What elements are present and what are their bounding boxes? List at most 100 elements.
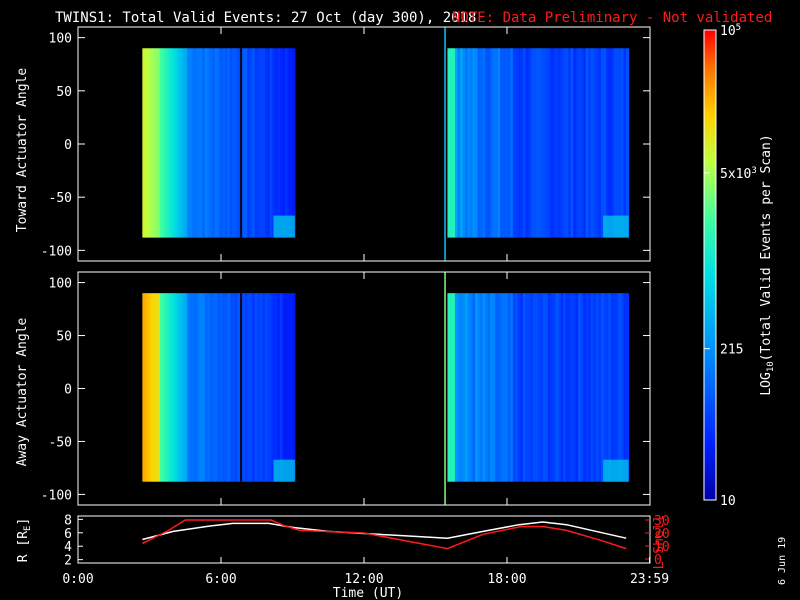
heatmap-cell [583, 293, 587, 482]
heatmap-cell [204, 293, 208, 482]
heatmap-cell [485, 293, 489, 482]
heatmap-cell [537, 48, 542, 238]
heatmap-cell [252, 293, 256, 482]
l-shell-line [142, 519, 627, 550]
heatmap-cell [262, 48, 266, 238]
heatmap-cell [610, 293, 615, 482]
heatmap-cell [217, 293, 221, 482]
y-tick-label: 100 [49, 277, 72, 292]
heatmap-cell [274, 48, 278, 238]
heatmap-cell [615, 293, 620, 482]
heatmap-cell [202, 293, 206, 482]
heatmap-cell [169, 293, 173, 482]
heatmap-cell [227, 293, 231, 482]
heatmap-cell [532, 48, 537, 238]
heatmap-cell [510, 293, 514, 482]
heatmap-cell [477, 293, 481, 482]
heatmap-cell [603, 293, 607, 482]
heatmap-cell [550, 293, 554, 482]
heatmap-cell [558, 48, 562, 238]
heatmap-cell [147, 48, 151, 238]
heatmap-cell [182, 293, 186, 482]
heatmap-cell [535, 293, 539, 482]
heatmap-cell [249, 293, 253, 482]
heatmap-cell [575, 48, 579, 238]
heatmap-cell [548, 293, 552, 482]
heatmap-cell [202, 48, 206, 238]
heatmap-cell [532, 293, 537, 482]
heatmap-cell [550, 48, 554, 238]
heatmap-cell [563, 293, 567, 482]
heatmap-cell [267, 293, 271, 482]
heatmap-cell [543, 48, 547, 238]
heatmap-cell [457, 293, 461, 482]
heatmap-cell [595, 293, 599, 482]
y-tick-label: 50 [56, 330, 72, 345]
orbit-right-ylabel: L Shell [652, 515, 667, 570]
heatmap-cell [197, 293, 201, 482]
heatmap-cell [545, 293, 549, 482]
heatmap-cell [615, 48, 620, 238]
heatmap-cell [254, 48, 258, 238]
heatmap-cell [234, 48, 238, 238]
heatmap-cell [152, 293, 156, 482]
heatmap-cell [603, 459, 629, 482]
orbit-left-tick-label: 8 [64, 513, 72, 528]
heatmap-cell [600, 293, 604, 482]
heatmap-cell [590, 293, 594, 482]
toward-angle-panel: 100 50 0 -50 -100 [41, 26, 651, 262]
heatmap-cell [492, 48, 496, 238]
heatmap-cell [570, 48, 574, 238]
heatmap-cell [187, 293, 191, 482]
heatmap-cell [289, 293, 293, 482]
heatmap-cell [274, 293, 278, 482]
radius-line [142, 521, 627, 541]
heatmap-cell [558, 293, 562, 482]
heatmap-cell [272, 293, 276, 482]
heatmap-cell [537, 293, 542, 482]
colorbar-tick-label: 5x103 [720, 166, 757, 182]
heatmap-cell [179, 293, 183, 482]
heatmap-cell [237, 48, 241, 238]
heatmap-cell [152, 48, 156, 238]
heatmap-cell [555, 293, 559, 482]
heatmap-cell [289, 48, 293, 238]
heatmap-cell [212, 48, 216, 238]
heatmap-cell [590, 48, 594, 238]
heatmap-cell [287, 48, 291, 238]
heatmap-cell [292, 48, 296, 238]
heatmap-cell [495, 48, 499, 238]
orbit-left-tick-label: 4 [64, 540, 72, 555]
heatmap-cell [452, 293, 456, 482]
heatmap-cell [623, 293, 627, 482]
heatmap-cell [252, 48, 256, 238]
heatmap-cell [222, 293, 226, 482]
heatmap-cell [520, 293, 524, 482]
heatmap-cell [244, 293, 248, 482]
heatmap-cell [172, 48, 176, 238]
heatmap-cell [497, 48, 501, 238]
heatmap-cell [237, 293, 241, 482]
heatmap-cell [287, 293, 291, 482]
colorbar-tick-exp: 5 [736, 23, 741, 33]
heatmap-cell [570, 293, 574, 482]
heatmap-cell [568, 48, 572, 238]
y-tick-label: 0 [64, 138, 72, 153]
heatmap-cell [234, 293, 238, 482]
heatmap-cell [182, 48, 186, 238]
heatmap-cell [460, 293, 464, 482]
orbit-frame [77, 515, 651, 564]
heatmap-cell [267, 48, 271, 238]
heatmap-cell [284, 293, 288, 482]
heatmap-cell [472, 48, 476, 238]
heatmap-cell [467, 293, 471, 482]
heatmap-cell [588, 48, 592, 238]
y-tick-label: -100 [41, 488, 72, 503]
y-tick-label: -100 [41, 244, 72, 259]
away-ylabel: Away Actuator Angle [15, 317, 30, 466]
heatmap-cell [515, 293, 519, 482]
orbit-right-tick-label: 10 [654, 540, 670, 555]
colorbar-tick-exp: 3 [751, 166, 756, 176]
